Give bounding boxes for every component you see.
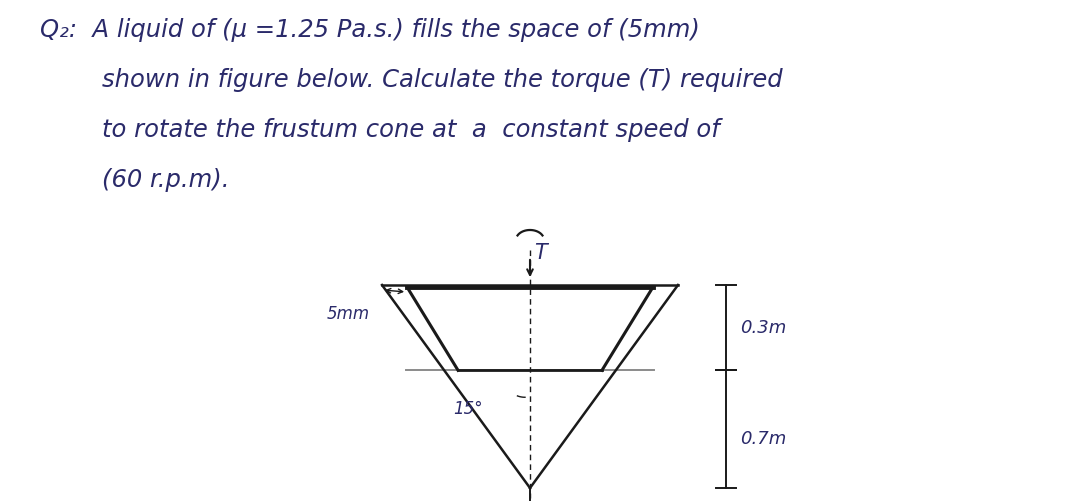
- Text: 5mm: 5mm: [327, 305, 370, 323]
- Text: Q₂:  A liquid of (μ =1.25 Pa.s.) fills the space of (5mm): Q₂: A liquid of (μ =1.25 Pa.s.) fills th…: [40, 18, 700, 42]
- Text: (60 r.p.m).: (60 r.p.m).: [40, 168, 229, 192]
- Text: shown in figure below. Calculate the torque (T) required: shown in figure below. Calculate the tor…: [40, 68, 783, 92]
- Text: T: T: [534, 243, 546, 263]
- Text: 0.3m: 0.3m: [740, 319, 786, 337]
- Text: 15°: 15°: [454, 400, 483, 418]
- Text: to rotate the frustum cone at  a  constant speed of: to rotate the frustum cone at a constant…: [40, 118, 719, 142]
- Text: 0.7m: 0.7m: [740, 430, 786, 448]
